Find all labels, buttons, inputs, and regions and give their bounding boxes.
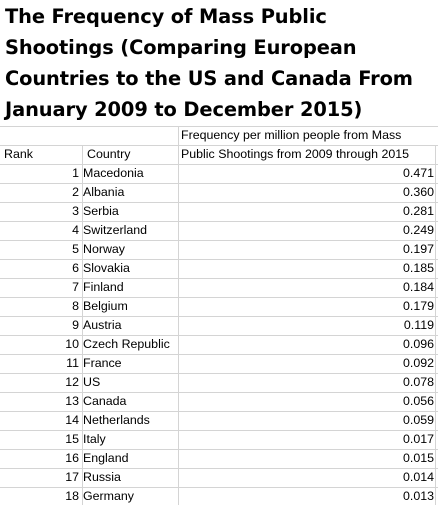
row-gridline — [0, 221, 438, 222]
frequency-cell[interactable]: 0.179 — [402, 299, 434, 313]
rank-cell[interactable]: 12 — [65, 375, 79, 389]
country-cell[interactable]: Norway — [83, 242, 125, 256]
country-cell[interactable]: Germany — [83, 489, 134, 503]
country-cell[interactable]: Czech Republic — [83, 337, 170, 351]
frequency-cell[interactable]: 0.059 — [402, 413, 434, 427]
rank-cell[interactable]: 4 — [72, 223, 79, 237]
row-gridline — [0, 411, 438, 412]
row-gridline — [0, 449, 438, 450]
row-gridline — [0, 354, 438, 355]
frequency-cell[interactable]: 0.185 — [402, 261, 434, 275]
rank-cell[interactable]: 14 — [65, 413, 79, 427]
rank-cell[interactable]: 5 — [72, 242, 79, 256]
country-cell[interactable]: Italy — [83, 432, 106, 446]
row-gridline — [0, 164, 438, 165]
rank-cell[interactable]: 18 — [65, 489, 79, 503]
country-cell[interactable]: Albania — [83, 185, 125, 199]
header-country[interactable]: Country — [87, 147, 131, 161]
frequency-cell[interactable]: 0.184 — [402, 280, 434, 294]
frequency-cell[interactable]: 0.078 — [402, 375, 434, 389]
rank-cell[interactable]: 9 — [72, 318, 79, 332]
frequency-cell[interactable]: 0.014 — [402, 470, 434, 484]
column-gridline — [82, 145, 83, 505]
frequency-cell[interactable]: 0.281 — [402, 204, 434, 218]
header-frequency-line2: Public Shootings from 2009 through 2015 — [181, 147, 410, 161]
country-cell[interactable]: Canada — [83, 394, 127, 408]
country-cell[interactable]: Belgium — [83, 299, 128, 313]
rank-cell[interactable]: 1 — [72, 166, 79, 180]
rank-cell[interactable]: 8 — [72, 299, 79, 313]
row-gridline — [0, 240, 438, 241]
frequency-cell[interactable]: 0.360 — [402, 185, 434, 199]
row-gridline — [0, 278, 438, 279]
column-gridline — [435, 145, 436, 505]
rank-cell[interactable]: 13 — [65, 394, 79, 408]
country-cell[interactable]: Finland — [83, 280, 124, 294]
country-cell[interactable]: Macedonia — [83, 166, 144, 180]
country-cell[interactable]: Serbia — [83, 204, 119, 218]
header-frequency-line1: Frequency per million people from Mass — [181, 128, 402, 142]
frequency-cell[interactable]: 0.471 — [402, 166, 434, 180]
row-gridline — [0, 392, 438, 393]
rank-cell[interactable]: 7 — [72, 280, 79, 294]
country-cell[interactable]: Switzerland — [83, 223, 148, 237]
frequency-cell[interactable]: 0.013 — [402, 489, 434, 503]
frequency-cell[interactable]: 0.119 — [403, 318, 434, 332]
row-gridline — [0, 430, 438, 431]
header-frequency[interactable]: Frequency per million people from Mass P… — [181, 126, 437, 164]
frequency-cell[interactable]: 0.056 — [402, 394, 434, 408]
column-gridline — [178, 126, 179, 505]
frequency-cell[interactable]: 0.015 — [402, 451, 434, 465]
row-gridline — [0, 487, 438, 488]
country-cell[interactable]: England — [83, 451, 129, 465]
frequency-cell[interactable]: 0.249 — [402, 223, 434, 237]
row-gridline — [0, 145, 438, 146]
row-gridline — [0, 316, 438, 317]
row-gridline — [0, 297, 438, 298]
frequency-cell[interactable]: 0.096 — [402, 337, 434, 351]
country-cell[interactable]: Netherlands — [83, 413, 150, 427]
frequency-cell[interactable]: 0.197 — [402, 242, 434, 256]
country-cell[interactable]: France — [83, 356, 122, 370]
rank-cell[interactable]: 2 — [72, 185, 79, 199]
row-gridline — [0, 183, 438, 184]
country-cell[interactable]: US — [83, 375, 101, 389]
rank-cell[interactable]: 10 — [65, 337, 79, 351]
row-gridline — [0, 126, 438, 127]
country-cell[interactable]: Slovakia — [83, 261, 130, 275]
rank-cell[interactable]: 3 — [72, 204, 79, 218]
rank-cell[interactable]: 11 — [66, 356, 79, 370]
row-gridline — [0, 259, 438, 260]
country-cell[interactable]: Austria — [83, 318, 122, 332]
rank-cell[interactable]: 15 — [65, 432, 79, 446]
frequency-cell[interactable]: 0.092 — [402, 356, 434, 370]
frequency-cell[interactable]: 0.017 — [402, 432, 434, 446]
row-gridline — [0, 373, 438, 374]
sheet-title: The Frequency of Mass Public Shootings (… — [5, 5, 413, 121]
header-rank[interactable]: Rank — [4, 147, 33, 161]
row-gridline — [0, 468, 438, 469]
row-gridline — [0, 202, 438, 203]
row-gridline — [0, 335, 438, 336]
rank-cell[interactable]: 16 — [65, 451, 79, 465]
rank-cell[interactable]: 17 — [65, 470, 79, 484]
country-cell[interactable]: Russia — [83, 470, 121, 484]
rank-cell[interactable]: 6 — [72, 261, 79, 275]
